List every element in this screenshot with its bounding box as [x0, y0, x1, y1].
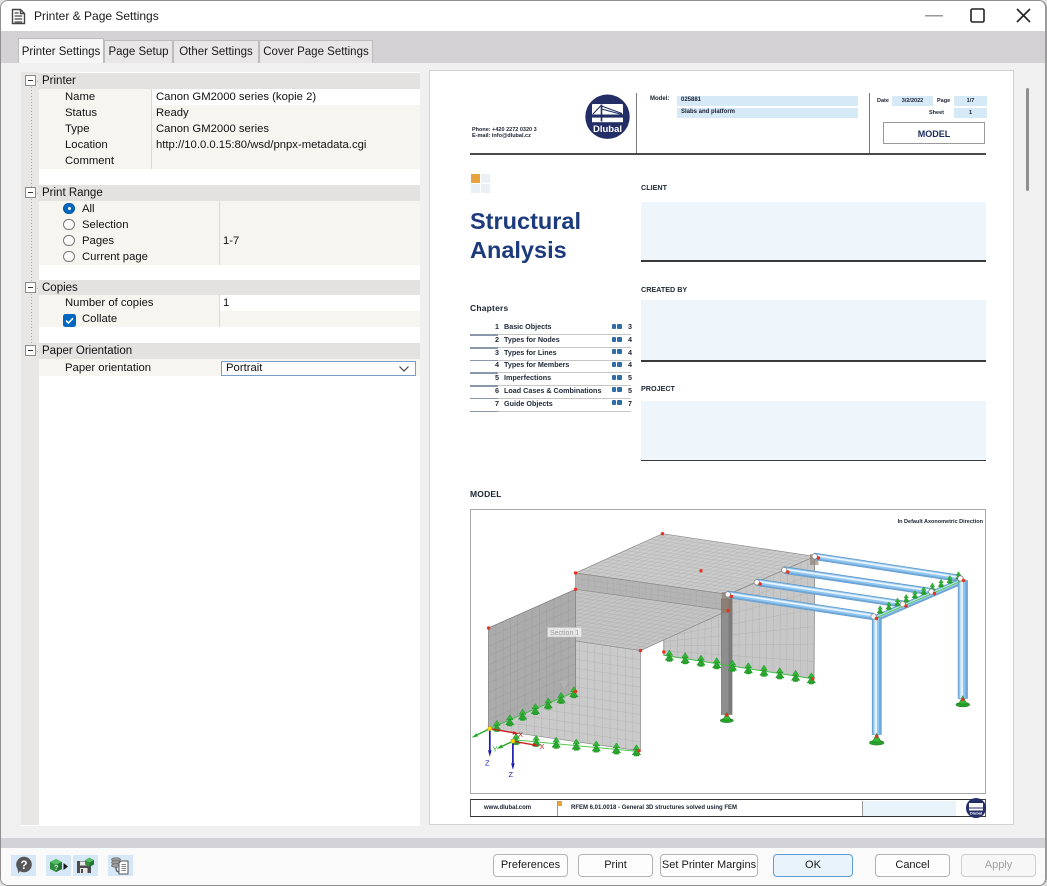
svg-text:Dlubal: Dlubal: [970, 811, 982, 816]
svg-text:?: ?: [54, 863, 59, 872]
svg-text:Section 1: Section 1: [550, 630, 579, 637]
svg-text:X: X: [518, 730, 523, 739]
svg-text:In Default Axonometric Directi: In Default Axonometric Direction: [898, 519, 984, 525]
svg-text:Y: Y: [493, 745, 498, 754]
svg-text:Dlubal: Dlubal: [593, 124, 622, 135]
svg-text:?: ?: [20, 860, 27, 872]
svg-text:Z: Z: [509, 770, 514, 779]
svg-text:X: X: [540, 742, 545, 751]
svg-text:Z: Z: [485, 759, 490, 768]
